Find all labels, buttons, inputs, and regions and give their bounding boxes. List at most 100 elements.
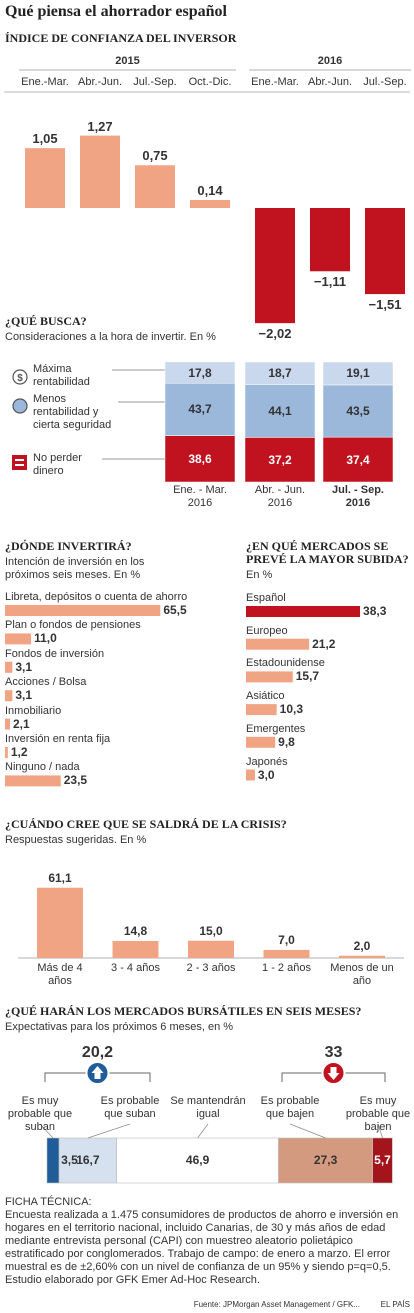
x-tick-label: Abr. - Jun.	[254, 484, 306, 496]
value-label: 1,2	[10, 745, 28, 759]
bar	[310, 208, 350, 272]
bar	[112, 940, 159, 958]
value-label: −2,02	[258, 326, 292, 342]
value-label: 17,8	[188, 365, 212, 380]
legend-label: Máxima rentabilidad	[33, 363, 90, 388]
bar-segment	[244, 437, 316, 483]
bar-segment	[164, 361, 236, 384]
category-label: Asiático	[246, 690, 285, 703]
x-tick-label: Ene. - Mar.	[173, 484, 227, 496]
value-label: 21,2	[312, 636, 336, 651]
legend-label: Es muy probable que bajen	[345, 1095, 411, 1133]
x-tick-label: Ene.-Mar.	[251, 76, 299, 88]
legend-label: Es probable que bajen	[260, 1095, 320, 1120]
legend-label: Es muy probable que suban	[7, 1095, 73, 1133]
category-label: Plan o fondos de pensiones	[5, 619, 141, 632]
value-label: 0,75	[142, 148, 168, 164]
category-label: Emergentes	[246, 722, 306, 735]
category-label: Inmobiliario	[5, 704, 62, 717]
bar	[365, 208, 405, 295]
value-label: 3,5	[61, 1153, 78, 1167]
bar	[246, 671, 293, 683]
value-label: 1,05	[32, 131, 58, 147]
value-label: 5,7	[374, 1153, 391, 1167]
icon-safe	[12, 398, 28, 414]
value-label: 23,5	[63, 773, 88, 788]
value-label: 15,7	[295, 669, 320, 684]
bar	[246, 704, 277, 716]
legend-connector	[289, 1123, 326, 1139]
value-label: −1,11	[313, 274, 347, 290]
value-label: 38,6	[188, 451, 212, 466]
bar	[190, 200, 230, 208]
value-label: 11,0	[34, 631, 57, 646]
bar	[339, 955, 385, 958]
category-label: Libreta, depósitos o cuenta de ahorro	[5, 591, 188, 603]
bar-segment	[322, 384, 394, 438]
legend-label: Menos rentabilidad y cierta seguridad	[33, 393, 112, 431]
bar-segment	[244, 361, 316, 385]
value-label: 0,14	[197, 183, 223, 199]
bar	[246, 606, 361, 617]
legend-connector	[197, 1123, 209, 1139]
icon-money	[12, 369, 28, 385]
bar-segment	[322, 361, 394, 386]
x-tick-label: Oct.-Dic.	[188, 76, 232, 88]
value-label: 27,3	[313, 1153, 338, 1167]
footnote-text: Encuesta realizada a 1.475 consumidores …	[5, 1209, 399, 1286]
value-label: 2,0	[353, 938, 371, 953]
value-label: 9,8	[278, 734, 295, 749]
legend-label: Es probable que suban	[100, 1095, 160, 1120]
bar-segment	[322, 436, 394, 483]
bar	[246, 769, 255, 781]
value-label: 43,7	[188, 402, 212, 417]
x-tick-label: 2016	[267, 497, 293, 509]
x-tick-label: Jul.-Sep.	[133, 76, 177, 88]
value-label: 18,7	[268, 366, 292, 381]
category-label: Europeo	[246, 624, 288, 637]
value-label: 46,9	[185, 1153, 210, 1167]
total-label: 33	[324, 1044, 343, 1061]
chart-title: ¿DÓNDE INVERTIRÁ?	[5, 539, 132, 553]
page-title: Qué piensa el ahorrador español	[5, 3, 227, 20]
category-label: Fondos de inversión	[5, 647, 105, 660]
chart-title: ¿CUÁNDO CREE QUE SE SALDRÁ DE LA CRISIS?	[5, 817, 287, 831]
x-tick-label: Ene.-Mar.	[21, 76, 69, 88]
legend-connector	[87, 1123, 131, 1139]
bar	[246, 736, 276, 748]
value-label: 7,0	[278, 932, 295, 947]
value-label: 2,1	[12, 716, 30, 731]
category-label: Acciones / Bolsa	[5, 676, 87, 689]
value-label: 43,5	[346, 404, 370, 419]
chart-title: ÍNDICE DE CONFIANZA DEL INVERSOR	[5, 31, 237, 45]
footnote-title: FICHA TÉCNICA:	[5, 1196, 92, 1208]
x-tick-label: 3 - 4 años	[111, 962, 160, 974]
category-label: Japonés	[246, 755, 288, 768]
value-label: 65,5	[163, 603, 187, 617]
chart-subtitle: Consideraciones a la hora de invertir. E…	[5, 331, 216, 343]
legend-label: Se mantendrán igual	[170, 1095, 246, 1120]
bar	[5, 661, 13, 673]
chart-subtitle: En %	[246, 569, 273, 581]
publisher: EL PAÍS	[380, 1300, 410, 1309]
x-tick-label: Abr.-Jun.	[307, 76, 353, 88]
x-tick-label: Más de 4 años	[37, 962, 83, 987]
category-label: Inversión en renta fija	[5, 733, 111, 745]
icon-glyph: $	[17, 373, 23, 384]
bar	[25, 148, 65, 208]
chart-title: ¿QUÉ HARÁN LOS MERCADOS BURSÁTILES EN SE…	[5, 1004, 362, 1018]
value-label: 15,0	[199, 923, 223, 938]
x-tick-label: Jul. - Sep.	[332, 484, 384, 496]
value-label: 3,0	[257, 767, 275, 782]
bar-segment	[46, 1137, 60, 1184]
legend-label: No perder dinero	[33, 452, 82, 477]
bar	[188, 940, 234, 958]
x-tick-label: Menos de un año	[330, 962, 394, 987]
legend-connector	[39, 1123, 54, 1139]
bar	[5, 747, 8, 758]
value-label: 37,2	[268, 452, 292, 467]
x-tick-label: 2016	[345, 497, 371, 509]
chart-subtitle: Expectativas para los próximos 6 meses, …	[5, 1021, 234, 1033]
category-label: Estadounidense	[246, 657, 325, 670]
